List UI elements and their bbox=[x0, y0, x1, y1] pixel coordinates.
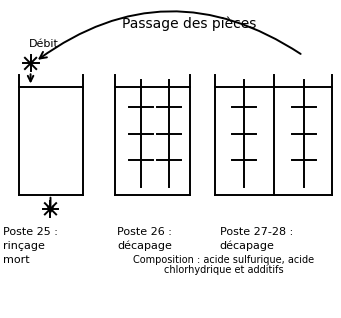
Text: décapage: décapage bbox=[220, 241, 275, 251]
FancyArrowPatch shape bbox=[40, 11, 301, 59]
Text: mort: mort bbox=[3, 255, 29, 265]
Text: Composition : acide sulfurique, acide: Composition : acide sulfurique, acide bbox=[133, 255, 314, 265]
Text: Poste 27-28 :: Poste 27-28 : bbox=[220, 227, 293, 237]
Text: rinçage: rinçage bbox=[3, 241, 45, 251]
Text: décapage: décapage bbox=[117, 241, 172, 251]
Text: Débit: Débit bbox=[29, 39, 58, 50]
Text: Passage des pièces: Passage des pièces bbox=[122, 16, 256, 31]
Text: chlorhydrique et additifs: chlorhydrique et additifs bbox=[164, 265, 284, 274]
Text: Poste 25 :: Poste 25 : bbox=[3, 227, 58, 237]
Text: Poste 26 :: Poste 26 : bbox=[117, 227, 172, 237]
